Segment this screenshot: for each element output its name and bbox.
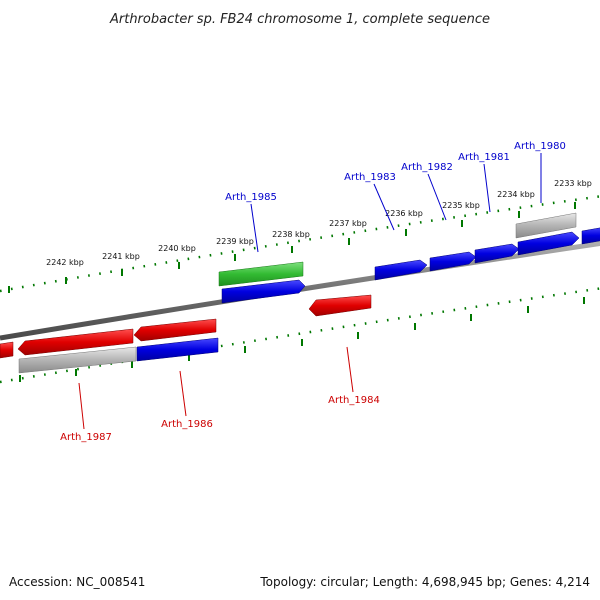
gene-leader-line [483,163,491,213]
gene-arrow-arth-1986[interactable] [136,337,219,362]
scale-label-2241-kbp: 2241 kbp [102,252,140,261]
scale-label-2242-kbp: 2242 kbp [46,258,84,267]
gene-label-arth-1981[interactable]: Arth_1981 [458,152,510,163]
gene-arrow-forward-3[interactable] [429,251,477,272]
gene-tracks [0,212,600,374]
outer-major-ticks [8,202,576,293]
gene-leader-line [179,370,187,417]
gene-label-arth-1982[interactable]: Arth_1982 [401,162,453,173]
gene-label-arth-1987[interactable]: Arth_1987 [60,432,112,443]
gene-arrow-reverse-4[interactable] [0,341,14,359]
gene-label-arth-1986[interactable]: Arth_1986 [161,419,213,430]
gene-leader-line [346,346,354,393]
scale-labels: 2242 kbp 2241 kbp 2240 kbp 2239 kbp 2238 kbp… [46,179,592,267]
gene-label-arth-1980[interactable]: Arth_1980 [514,141,566,152]
gene-leader-line [250,203,259,253]
scale-label-2240-kbp: 2240 kbp [158,244,196,253]
gene-leader-line [78,382,85,430]
topology-text: Topology: circular; Length: 4,698,945 bp… [259,575,590,589]
scale-label-2239-kbp: 2239 kbp [216,237,254,246]
scale-label-2235-kbp: 2235 kbp [442,201,480,210]
gene-arrow-reverse-3[interactable] [17,328,134,356]
gene-arrow-reverse-1[interactable] [308,294,372,317]
scale-label-2236-kbp: 2236 kbp [385,209,423,218]
scale-label-2237-kbp: 2237 kbp [329,219,367,228]
gene-arrow-forward-1[interactable] [221,279,306,304]
gene-leader-line [427,173,447,221]
accession-text: Accession: NC_008541 [9,575,145,589]
gene-labels: Arth_1985 Arth_1983 Arth_1982 Arth_1981 Arth… [60,141,566,443]
gene-label-arth-1983[interactable]: Arth_1983 [344,172,396,183]
gene-arrow-forward-6[interactable] [581,227,600,245]
scale-label-2238-kbp: 2238 kbp [272,230,310,239]
gene-label-arth-1985[interactable]: Arth_1985 [225,192,277,203]
gene-arrow-forward-4[interactable] [474,243,520,264]
gene-arrow-reverse-2[interactable] [133,318,217,342]
gene-label-arth-1984[interactable]: Arth_1984 [328,395,380,406]
map-title: Arthrobacter sp. FB24 chromosome 1, comp… [109,12,490,27]
gene-arrow-arth-1980[interactable] [515,212,577,239]
gene-leader-line [373,183,395,231]
gene-arrow-arth-1987-pseudo[interactable] [18,346,137,374]
scale-label-2234-kbp: 2234 kbp [497,190,535,199]
gene-arrow-forward-5[interactable] [517,231,580,256]
scale-label-2233-kbp: 2233 kbp [554,179,592,188]
gene-arrow-arth-1985-rna[interactable] [218,261,304,287]
gene-arrow-forward-2[interactable] [374,259,428,281]
